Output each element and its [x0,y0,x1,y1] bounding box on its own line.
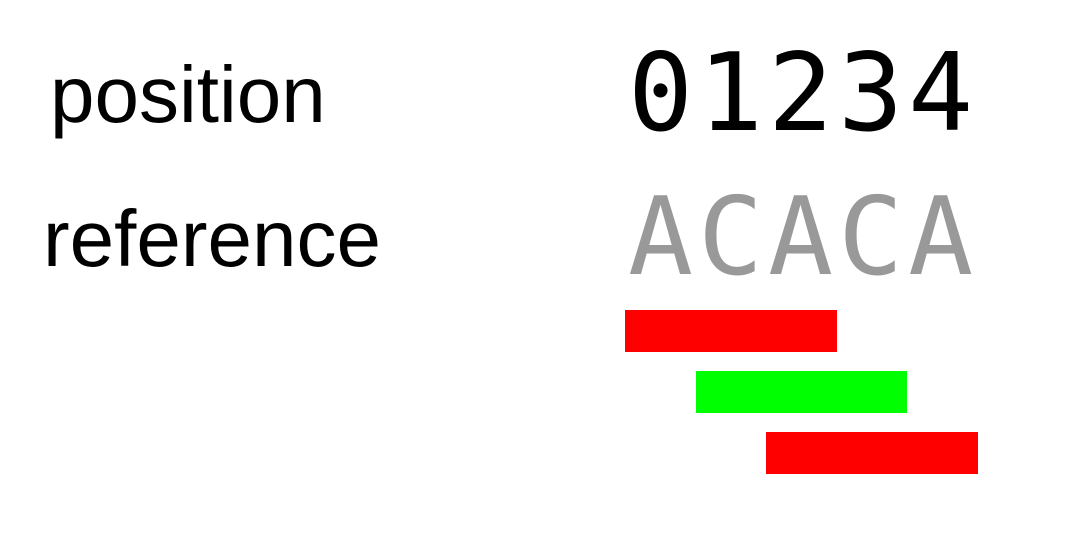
position-label: position [50,50,326,139]
read-bar-match [695,371,907,413]
reference-label: reference [43,194,381,283]
read-bar-mismatch [625,310,837,352]
position-numbers: 01234 [628,31,979,156]
reference-sequence: ACACA [628,175,979,300]
read-bar-mismatch [766,432,978,474]
